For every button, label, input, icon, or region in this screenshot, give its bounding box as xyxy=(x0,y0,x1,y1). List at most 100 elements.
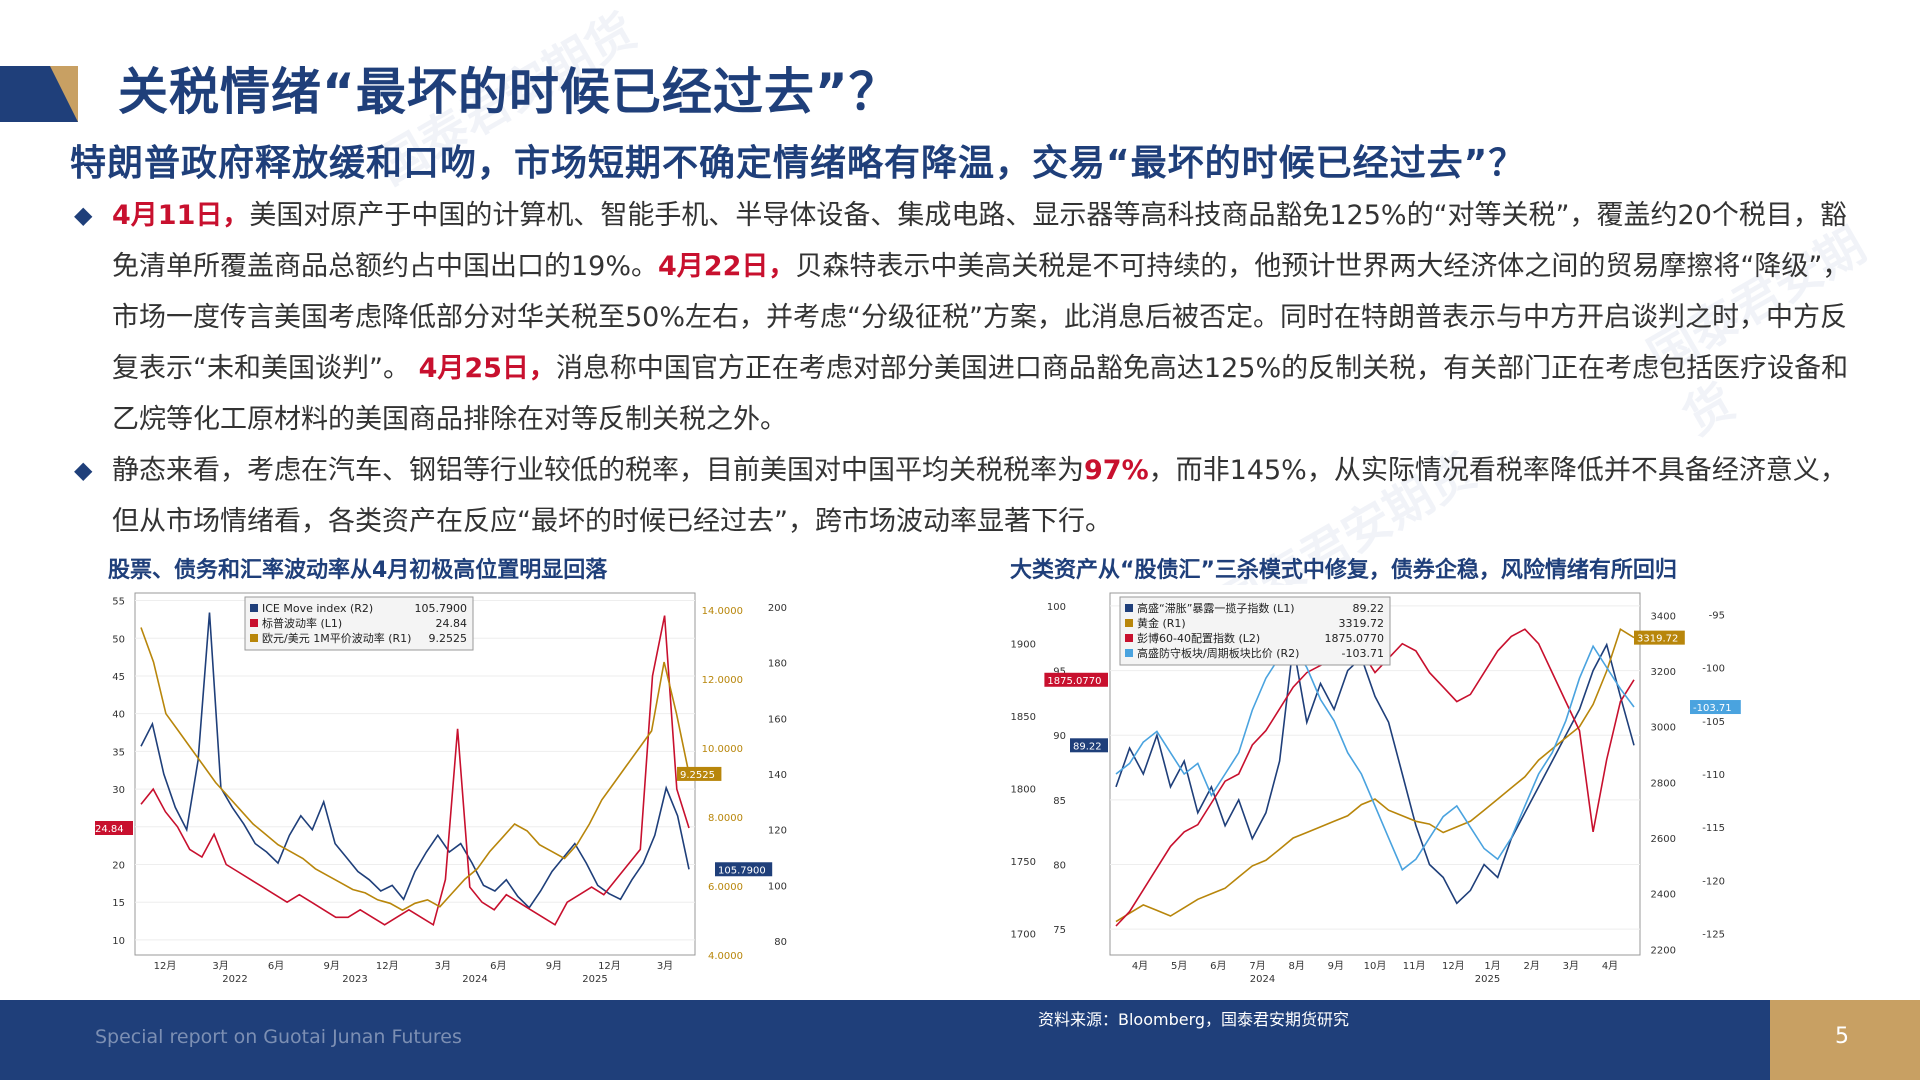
last-value-tag xyxy=(95,820,133,835)
header-accent-gold xyxy=(50,66,78,122)
axis-tick-label: 180 xyxy=(768,659,787,670)
series-line xyxy=(1115,644,1635,872)
date-highlight: 4月25日， xyxy=(418,353,556,384)
x-tick-label: 12月 xyxy=(376,960,399,972)
series-line xyxy=(1115,627,1635,923)
bullet-text: 美国对原产于中国的计算机、智能手机、半导体设备、集成电路、显示器等高科技商品豁免… xyxy=(112,200,1847,282)
axis-tick-label: 10 xyxy=(112,936,125,947)
legend-swatch xyxy=(250,604,258,612)
year-label: 2023 xyxy=(342,974,367,985)
last-value-tag xyxy=(1044,672,1108,687)
bullet-text: 消息称中国官方正在考虑对部分美国进口商品豁免高达125%的反制关税，有关部门正在… xyxy=(112,353,1849,435)
axis-tick-label: 15 xyxy=(112,898,125,909)
axis-tick-label: 100 xyxy=(768,881,787,892)
last-value-label: 89.22 xyxy=(1073,741,1102,752)
diamond-icon: ◆ xyxy=(74,456,93,484)
axis-tick-label: 20 xyxy=(112,861,125,872)
x-tick-label: 9月 xyxy=(546,960,562,972)
legend-label: 高盛“滞胀”暴露一揽子指数 (L1) xyxy=(1137,601,1295,615)
axis-tick-label: 10.0000 xyxy=(702,744,743,755)
axis-tick-label: 2600 xyxy=(1651,834,1676,845)
chart2-title: 大类资产从“股债汇”三杀模式中修复，债券企稳，风险情绪有所回归 xyxy=(1010,558,1677,583)
axis-tick-label: 45 xyxy=(112,672,125,683)
footer-accent xyxy=(1770,1000,1920,1080)
last-value-label: 3319.72 xyxy=(1637,634,1678,645)
legend-value: 89.22 xyxy=(1353,602,1385,615)
x-tick-label: 3月 xyxy=(212,960,228,972)
bullet-list: ◆ 4月11日，美国对原产于中国的计算机、智能手机、半导体设备、集成电路、显示器… xyxy=(72,190,1862,547)
last-value-label: 105.7900 xyxy=(718,865,766,876)
axis-tick-label: 75 xyxy=(1053,925,1066,936)
last-value-tag xyxy=(677,766,722,781)
axis-tick-label: -100 xyxy=(1702,664,1725,675)
footer-bar xyxy=(0,1000,1920,1080)
axis-tick-label: 2800 xyxy=(1651,778,1676,789)
last-value-tag xyxy=(1634,630,1685,645)
legend-value: 1875.0770 xyxy=(1325,632,1385,645)
chart2-container: 100 95 90 85 80 75 1900 1850 1800 1750 1700 3400 320… xyxy=(1010,585,1750,990)
axis-tick-label: 2200 xyxy=(1651,945,1676,956)
year-label: 2024 xyxy=(1250,974,1275,985)
series-line xyxy=(1115,642,1635,905)
x-tick-label: 9月 xyxy=(323,960,339,972)
year-label: 2025 xyxy=(582,974,607,985)
plot-area xyxy=(134,592,696,956)
axis-tick-label: -115 xyxy=(1702,823,1725,834)
last-value-tag xyxy=(1690,700,1741,715)
axis-tick-label: -95 xyxy=(1709,610,1725,621)
diamond-icon: ◆ xyxy=(74,201,93,229)
page-number: 5 xyxy=(1835,1024,1849,1049)
axis-tick-label: 30 xyxy=(112,785,125,796)
axis-tick-label: -125 xyxy=(1702,930,1725,941)
bullet-item: ◆ 4月11日，美国对原产于中国的计算机、智能手机、半导体设备、集成电路、显示器… xyxy=(72,190,1862,445)
axis-tick-label: -120 xyxy=(1702,876,1725,887)
x-tick-label: 7月 xyxy=(1249,960,1265,972)
axis-tick-label: 80 xyxy=(774,937,787,948)
legend-swatch xyxy=(250,619,258,627)
date-highlight: 4月22日， xyxy=(658,251,796,282)
x-tick-label: 11月 xyxy=(1403,960,1426,972)
axis-tick-label: 80 xyxy=(1053,861,1066,872)
x-tick-label: 9月 xyxy=(1328,960,1344,972)
last-value-tag xyxy=(715,862,773,877)
axis-tick-label: 200 xyxy=(768,603,787,614)
year-label: 2025 xyxy=(1475,974,1500,985)
axis-tick-label: 140 xyxy=(768,770,787,781)
legend-swatch xyxy=(1125,634,1133,642)
rate-highlight: 97% xyxy=(1084,455,1149,486)
legend-value: 105.7900 xyxy=(415,602,468,615)
bullet-item: ◆ 静态来看，考虑在汽车、钢铝等行业较低的税率，目前美国对中国平均关税税率为97… xyxy=(72,445,1862,547)
last-value-label: 24.84 xyxy=(95,824,124,835)
legend-value: 9.2525 xyxy=(429,632,468,645)
legend-swatch xyxy=(250,634,258,642)
legend-swatch xyxy=(1125,649,1133,657)
last-value-label: 9.2525 xyxy=(680,770,715,781)
axis-tick-label: 1800 xyxy=(1011,784,1036,795)
chart1-container: 5550454035302520151014.000012.000010.000… xyxy=(95,585,835,990)
axis-tick-label: 40 xyxy=(112,710,125,721)
axis-tick-label: 120 xyxy=(768,826,787,837)
bullet-text: 贝森特表示中美高关税是不可持续的，他预计世界两大经济体之间的贸易摩擦将“降级”，… xyxy=(112,251,1850,384)
axis-tick-label: 1900 xyxy=(1011,640,1036,651)
year-label: 2024 xyxy=(462,974,487,985)
legend-label: 欧元/美元 1M平价波动率 (R1) xyxy=(262,631,411,645)
legend-box xyxy=(244,596,474,651)
axis-tick-label: 3400 xyxy=(1651,611,1676,622)
legend-label: ICE Move index (R2) xyxy=(262,602,373,615)
axis-tick-label: 160 xyxy=(768,714,787,725)
axis-tick-label: 1750 xyxy=(1011,857,1036,868)
x-tick-label: 4月 xyxy=(1132,960,1148,972)
series-line xyxy=(140,627,690,912)
x-tick-label: 6月 xyxy=(1210,960,1226,972)
x-tick-label: 12月 xyxy=(154,960,177,972)
legend-label: 高盛防守板块/周期板块比价 (R2) xyxy=(1137,646,1299,660)
series-line xyxy=(1115,628,1635,927)
axis-tick-label: 8.0000 xyxy=(708,813,743,824)
legend-label: 黄金 (R1) xyxy=(1137,616,1186,630)
x-tick-label: 4月 xyxy=(1602,960,1618,972)
last-value-label: 1875.0770 xyxy=(1047,676,1101,687)
bullet-text: 静态来看，考虑在汽车、钢铝等行业较低的税率，目前美国对中国平均关税税率为 xyxy=(112,455,1084,486)
x-tick-label: 6月 xyxy=(490,960,506,972)
x-tick-label: 3月 xyxy=(1563,960,1579,972)
legend-box xyxy=(1119,596,1391,666)
